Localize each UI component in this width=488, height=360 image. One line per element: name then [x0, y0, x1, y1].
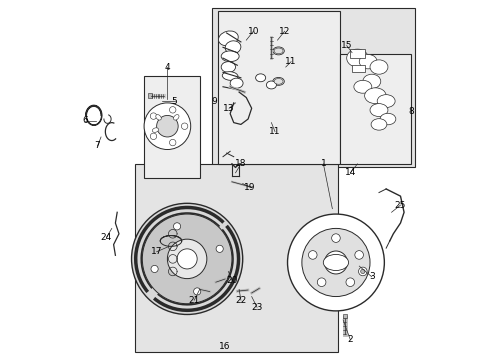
Circle shape — [142, 214, 231, 304]
Bar — [212, 8, 414, 167]
Text: 1: 1 — [320, 159, 325, 168]
Ellipse shape — [369, 104, 387, 117]
Ellipse shape — [156, 114, 161, 120]
Text: 24: 24 — [101, 233, 112, 242]
Ellipse shape — [255, 74, 265, 82]
Ellipse shape — [346, 49, 367, 67]
Text: 12: 12 — [279, 27, 290, 36]
Text: 25: 25 — [394, 201, 406, 210]
Ellipse shape — [274, 78, 283, 84]
Ellipse shape — [272, 47, 284, 55]
Circle shape — [193, 288, 201, 295]
Circle shape — [324, 251, 346, 274]
Bar — [217, 12, 339, 164]
Circle shape — [360, 269, 364, 274]
Circle shape — [150, 133, 156, 140]
Ellipse shape — [362, 74, 380, 89]
Circle shape — [317, 278, 325, 287]
Ellipse shape — [353, 80, 371, 93]
Circle shape — [169, 139, 176, 146]
Ellipse shape — [369, 60, 387, 74]
Ellipse shape — [218, 31, 238, 46]
Text: 18: 18 — [235, 159, 246, 168]
Text: 10: 10 — [247, 27, 259, 36]
Bar — [339, 54, 410, 164]
Circle shape — [156, 116, 178, 137]
Text: 9: 9 — [211, 96, 217, 105]
Text: 3: 3 — [368, 272, 374, 281]
Bar — [351, 65, 364, 72]
Ellipse shape — [266, 81, 276, 89]
Text: 8: 8 — [407, 107, 413, 116]
Text: 4: 4 — [164, 63, 170, 72]
Circle shape — [169, 107, 176, 113]
Text: 20: 20 — [226, 276, 237, 285]
Ellipse shape — [272, 77, 284, 85]
Circle shape — [131, 203, 242, 315]
Bar — [148, 93, 152, 98]
Bar — [342, 315, 346, 318]
Circle shape — [308, 251, 316, 259]
Text: 23: 23 — [251, 303, 262, 312]
Text: 11: 11 — [285, 57, 296, 66]
Ellipse shape — [359, 54, 376, 69]
Text: 22: 22 — [235, 296, 246, 305]
Ellipse shape — [221, 51, 239, 62]
Circle shape — [173, 223, 180, 230]
Circle shape — [167, 239, 206, 279]
Text: 19: 19 — [244, 183, 255, 192]
Ellipse shape — [152, 128, 158, 132]
Circle shape — [177, 249, 197, 269]
Ellipse shape — [221, 62, 235, 72]
Bar — [349, 49, 364, 58]
Circle shape — [287, 214, 384, 311]
Ellipse shape — [323, 255, 348, 270]
Circle shape — [216, 245, 223, 252]
Ellipse shape — [370, 119, 386, 130]
Text: 21: 21 — [188, 296, 200, 305]
Text: 14: 14 — [344, 168, 355, 177]
Circle shape — [358, 267, 366, 276]
Circle shape — [150, 113, 156, 119]
Ellipse shape — [274, 48, 283, 54]
Circle shape — [354, 251, 363, 259]
Text: 15: 15 — [340, 41, 352, 50]
Text: 7: 7 — [94, 141, 100, 150]
Text: 17: 17 — [151, 247, 162, 256]
Circle shape — [301, 228, 369, 297]
Circle shape — [331, 234, 340, 242]
Text: 6: 6 — [82, 116, 88, 125]
Ellipse shape — [222, 72, 238, 80]
Text: 16: 16 — [219, 342, 230, 351]
Circle shape — [144, 103, 190, 149]
Text: 5: 5 — [171, 96, 177, 105]
Circle shape — [346, 278, 354, 287]
Ellipse shape — [364, 88, 386, 104]
Ellipse shape — [379, 113, 395, 125]
Text: 13: 13 — [223, 104, 234, 113]
Text: 2: 2 — [347, 335, 352, 344]
Ellipse shape — [376, 95, 394, 108]
Text: 11: 11 — [269, 127, 280, 136]
Bar — [135, 164, 337, 352]
Circle shape — [181, 123, 187, 130]
Circle shape — [151, 265, 158, 273]
Bar — [144, 76, 199, 178]
Ellipse shape — [173, 114, 179, 120]
Ellipse shape — [230, 78, 243, 88]
Ellipse shape — [224, 41, 241, 54]
